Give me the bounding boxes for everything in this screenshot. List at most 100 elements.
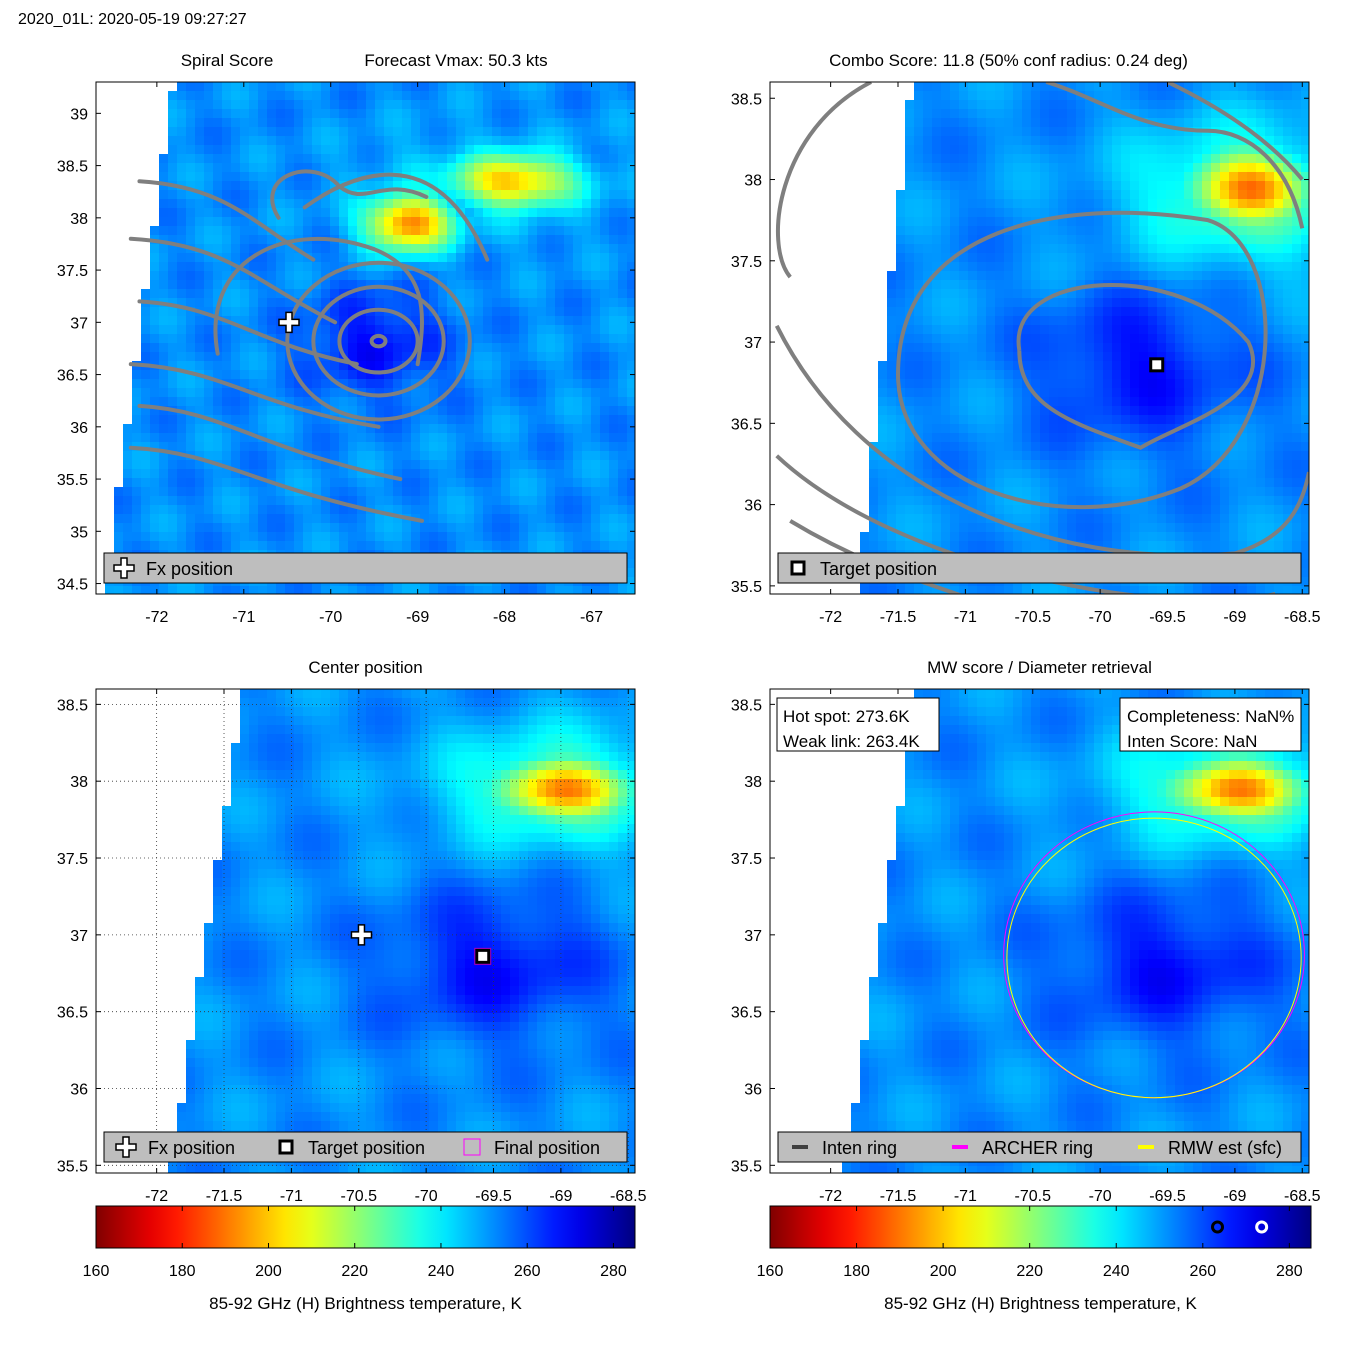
tb-cell <box>1094 172 1104 182</box>
tb-cell <box>222 451 232 461</box>
tb-cell <box>366 361 376 371</box>
tb-cell <box>429 217 439 227</box>
tb-cell <box>618 109 628 119</box>
tb-cell <box>1058 172 1068 182</box>
tb-cell <box>986 343 996 353</box>
tb-cell <box>267 424 277 434</box>
tb-cell <box>1049 280 1059 290</box>
tb-cell <box>1148 298 1158 308</box>
tb-cell <box>375 289 385 299</box>
tb-cell <box>402 217 412 227</box>
tb-cell <box>465 163 475 173</box>
tb-cell <box>339 127 349 137</box>
tb-cell <box>995 406 1005 416</box>
tb-cell <box>438 523 448 533</box>
tb-cell <box>492 541 502 551</box>
tb-cell <box>932 262 942 272</box>
contour-spiral-band <box>137 179 316 262</box>
tb-cell <box>177 415 187 425</box>
tb-cell <box>1076 181 1086 191</box>
tb-cell <box>1094 541 1104 551</box>
tb-cell <box>1067 100 1077 110</box>
tb-cell <box>267 127 277 137</box>
tb-cell <box>465 82 475 92</box>
tb-cell <box>1076 523 1086 533</box>
tb-cell <box>932 136 942 146</box>
tb-cell <box>492 109 502 119</box>
tb-cell <box>240 253 250 263</box>
tb-cell <box>186 505 196 515</box>
tb-cell <box>537 226 547 236</box>
tb-cell <box>303 163 313 173</box>
tb-cell <box>878 406 888 416</box>
tb-cell <box>555 199 565 209</box>
tb-cell <box>941 496 951 506</box>
tb-cell <box>591 343 601 353</box>
tb-cell <box>267 370 277 380</box>
tb-cell <box>222 532 232 542</box>
tb-cell <box>375 82 385 92</box>
tb-cell <box>303 361 313 371</box>
tb-cell <box>627 550 635 560</box>
tb-cell <box>1112 136 1122 146</box>
tb-cell <box>1094 433 1104 443</box>
tb-cell <box>249 487 259 497</box>
tb-cell <box>914 154 924 164</box>
tb-cell <box>438 316 448 326</box>
tb-cell <box>1067 262 1077 272</box>
tb-cell <box>1085 298 1095 308</box>
tb-cell <box>959 460 969 470</box>
tb-cell <box>321 532 331 542</box>
tb-cell <box>465 145 475 155</box>
tb-cell <box>240 199 250 209</box>
tb-cell <box>591 451 601 461</box>
tb-cell <box>618 190 628 200</box>
tb-cell <box>941 442 951 452</box>
tb-cell <box>950 91 960 101</box>
tb-cell <box>1031 244 1041 254</box>
tb-cell <box>474 100 484 110</box>
tb-cell <box>555 433 565 443</box>
tb-cell <box>914 370 924 380</box>
tb-cell <box>546 325 556 335</box>
tb-cell <box>501 145 511 155</box>
tb-cell <box>519 118 529 128</box>
tb-cell <box>240 424 250 434</box>
tb-cell <box>501 487 511 497</box>
tb-cell <box>240 361 250 371</box>
tb-cell <box>896 424 906 434</box>
tb-cell <box>294 469 304 479</box>
tb-cell <box>995 217 1005 227</box>
tb-cell <box>465 208 475 218</box>
tb-cell <box>1004 487 1014 497</box>
tb-cell <box>627 262 635 272</box>
tb-cell <box>375 100 385 110</box>
tb-cell <box>429 262 439 272</box>
tb-cell <box>312 118 322 128</box>
tb-cell <box>411 109 421 119</box>
tb-cell <box>303 523 313 533</box>
tb-cell <box>321 325 331 335</box>
tb-cell <box>447 514 457 524</box>
tb-cell <box>896 271 906 281</box>
tb-cell <box>905 118 915 128</box>
y-tick-label: 38 <box>70 211 88 228</box>
tb-cell <box>1058 190 1068 200</box>
tb-cell <box>878 415 888 425</box>
tb-cell <box>177 82 187 92</box>
tb-cell <box>1031 280 1041 290</box>
tb-cell <box>447 451 457 461</box>
tb-cell <box>258 163 268 173</box>
tb-cell <box>429 91 439 101</box>
tb-cell <box>357 235 367 245</box>
tb-cell <box>1130 199 1140 209</box>
tb-cell <box>555 91 565 101</box>
tb-cell <box>1157 253 1167 263</box>
tb-cell <box>249 289 259 299</box>
tb-cell <box>510 370 520 380</box>
tb-cell <box>950 541 960 551</box>
tb-cell <box>447 100 457 110</box>
tb-cell <box>195 469 205 479</box>
tb-cell <box>1085 388 1095 398</box>
tb-cell <box>1094 154 1104 164</box>
